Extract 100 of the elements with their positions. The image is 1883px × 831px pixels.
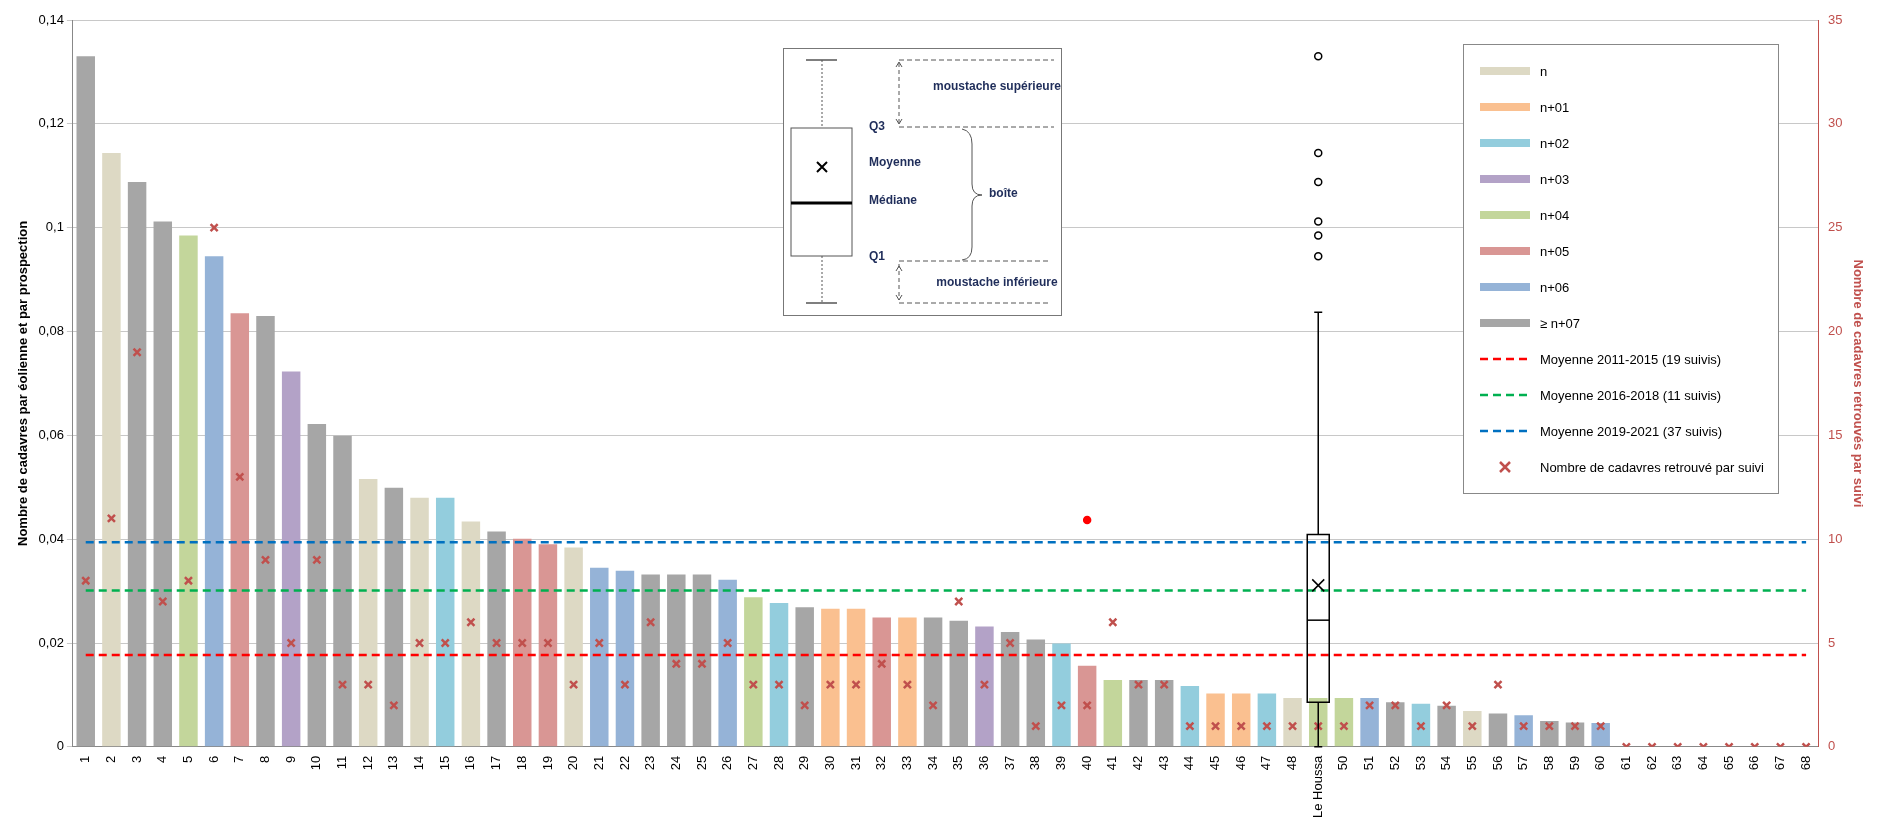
annotation: boîte [989,186,1018,200]
y2-tick-label: 15 [1827,426,1843,442]
legend-label: Moyenne 2016-2018 (11 suivis) [1540,387,1722,403]
x-tick-label: 41 [1104,755,1120,771]
bar [692,574,712,747]
legend-label: n+04 [1540,207,1570,223]
bar [898,617,917,747]
x-tick-label: 18 [513,755,529,771]
x-tick-label: 2 [103,755,118,764]
x-tick-label: 52 [1386,755,1402,771]
bar [975,626,994,747]
legend-label: n+05 [1540,243,1570,259]
x-tick-label: 10 [308,755,324,771]
bar [1386,702,1405,747]
y2-tick-label: 0 [1827,738,1836,754]
y2-tick-label: 30 [1827,115,1843,131]
x-tick-label: 20 [565,755,581,771]
bar [435,497,455,747]
bar [179,235,198,747]
bar [153,221,173,747]
x-tick-label: 43 [1155,755,1171,771]
bar [461,521,481,747]
bar [1437,705,1456,747]
x-tick-label: 11 [334,755,350,770]
x-tick-label: 54 [1438,755,1454,771]
x-tick-label: 48 [1284,755,1300,771]
y-tick-label: 0,1 [45,219,64,235]
y-tick-label: 0,08 [38,323,64,339]
bar [1514,715,1533,747]
bar [1103,679,1123,747]
bar [923,617,943,747]
x-tick-label: 14 [411,755,427,771]
x-tick-label: 16 [462,755,478,771]
x-tick-label: 56 [1489,755,1505,771]
annotation: Moyenne [869,155,922,169]
bar [1026,639,1046,747]
y-tick-label: 0,02 [38,634,64,650]
x-tick-label: 32 [873,755,889,771]
bar [769,603,789,747]
bar [230,313,250,747]
x-tick-label: 26 [719,755,735,771]
annotation: Q3 [869,119,886,133]
x-tick-label: 67 [1772,755,1787,771]
legend-label: Nombre de cadavres retrouvé par suivi [1540,459,1764,475]
x-tick-label: 55 [1463,755,1479,771]
y2-tick-label: 5 [1827,634,1836,650]
bar [1334,698,1354,747]
bar [795,607,814,747]
x-tick-label: 34 [924,755,940,771]
bar [358,478,378,747]
x-tick-label: 58 [1540,755,1556,771]
bar [538,544,558,747]
x-tick-label: 5 [180,755,196,764]
y-tick-label: 0 [56,738,64,754]
legend-label: Moyenne 2019-2021 (37 suivis) [1540,423,1723,439]
x-tick-label: 25 [693,755,709,771]
bar [667,574,686,747]
bar [718,579,737,747]
x-tick-label: 37 [1001,755,1017,771]
annotation: moustache supérieure [932,79,1062,93]
x-tick-label: 51 [1361,755,1377,771]
x-tick-label: 29 [796,755,812,771]
y2-tick-label: 10 [1827,530,1843,546]
x-tick-label: 65 [1720,755,1736,771]
legend-label: n+02 [1540,135,1570,151]
x-tick-label: 33 [898,755,914,771]
x-tick-label: 40 [1078,755,1094,771]
y2-tick-label: 35 [1827,11,1843,27]
bar [1231,693,1251,747]
bar [333,435,352,747]
bar [513,538,532,747]
x-tick-label: 38 [1027,755,1043,771]
x-tick-label: 27 [744,755,760,771]
bar [204,256,224,747]
bar [590,567,609,747]
bar [410,497,429,747]
x-tick-label: 9 [282,755,298,764]
x-tick-label: 6 [205,755,221,764]
x-tick-label: 50 [1335,755,1351,771]
x-tick-label: 42 [1130,755,1146,771]
x-tick-label: 68 [1797,755,1813,771]
bar [1180,686,1200,747]
x-tick-label: 7 [231,755,247,764]
x-tick-label: 12 [359,755,375,771]
bar [564,547,583,747]
legend-label: Moyenne 2011-2015 (19 suivis) [1540,351,1722,367]
bar [1257,693,1277,747]
x-tick-label: 57 [1515,755,1531,771]
bar [102,152,121,747]
x-tick-label: 28 [770,755,786,771]
bar [487,531,506,747]
legend-label: n+03 [1540,171,1570,187]
x-tick-label: 63 [1669,755,1685,771]
bar [1052,643,1071,747]
x-tick-label: 22 [616,755,632,771]
y-axis-title: Nombre de cadavres par éolienne et par prospection [15,220,31,546]
x-tick-label: 45 [1207,755,1223,771]
legend-label: n+01 [1540,99,1570,115]
x-tick-label: 23 [642,755,658,771]
legend-label: n [1540,63,1548,79]
